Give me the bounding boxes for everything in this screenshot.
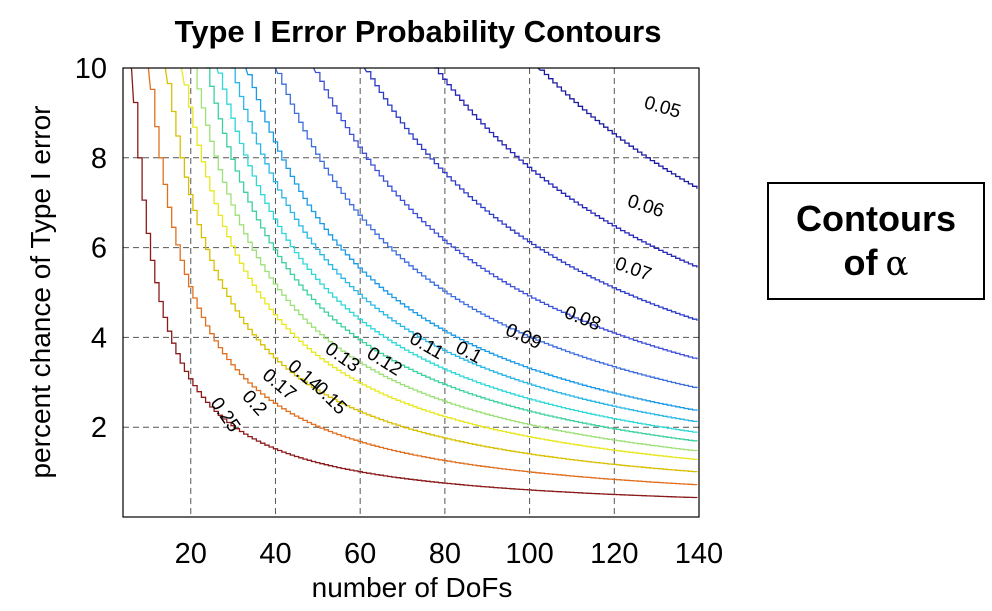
x-tick-label: 40 xyxy=(259,538,291,570)
contour-level-label: 0.05 xyxy=(642,92,683,122)
contour-level-label: 0.06 xyxy=(625,191,667,222)
contour-level-label: 0.09 xyxy=(502,320,544,354)
contour-line xyxy=(274,67,698,389)
contour-line xyxy=(164,67,698,473)
y-tick-label: 10 xyxy=(75,53,107,85)
plot-frame xyxy=(122,67,700,518)
y-axis-label: percent chance of Type I error xyxy=(25,105,56,478)
x-tick-label: 120 xyxy=(590,538,638,570)
chart-title: Type I Error Probability Contours xyxy=(175,14,662,49)
contour-line xyxy=(147,67,698,486)
note-line-1: Contours xyxy=(796,197,956,239)
contour-level-label: 0.08 xyxy=(561,302,603,335)
x-tick-label: 140 xyxy=(675,538,723,570)
contour-line xyxy=(180,67,698,460)
y-tick-label: 4 xyxy=(91,322,107,354)
contour-level-label: 0.1 xyxy=(452,337,485,368)
contour-line xyxy=(537,67,698,189)
contour-line xyxy=(216,67,698,433)
y-tick-label: 6 xyxy=(91,233,107,265)
x-tick-label: 60 xyxy=(344,538,376,570)
x-tick-label: 100 xyxy=(505,538,553,570)
y-tick-label: 2 xyxy=(91,412,107,444)
note-of-text: of xyxy=(843,241,878,283)
contour-line xyxy=(434,67,698,268)
y-tick-label: 8 xyxy=(91,143,107,175)
contour-level-label: 0.13 xyxy=(321,338,363,376)
contour-line xyxy=(363,67,698,321)
contour-line xyxy=(130,67,698,499)
alpha-contours-note: Contours of α xyxy=(767,182,985,300)
contour-level-label: 0.07 xyxy=(612,253,654,285)
tick-labels: 20 40 60 80 100 120 140 2 4 6 8 10 xyxy=(75,53,723,570)
contour-line xyxy=(205,67,698,442)
contour-level-label: 0.11 xyxy=(406,328,447,364)
contour-line xyxy=(313,67,698,360)
alpha-symbol: α xyxy=(885,243,909,284)
note-line-2: of α xyxy=(844,241,909,286)
grid-lines xyxy=(123,68,699,517)
contour-line xyxy=(192,67,698,452)
x-axis-label: number of DoFs xyxy=(312,572,513,603)
contour-line xyxy=(231,67,698,423)
contour-line xyxy=(245,67,698,411)
contour-level-label: 0.12 xyxy=(363,343,405,380)
x-tick-label: 20 xyxy=(175,538,207,570)
contour-lines xyxy=(130,67,698,499)
contour-level-label: 0.2 xyxy=(238,386,271,420)
x-tick-label: 80 xyxy=(429,538,461,570)
